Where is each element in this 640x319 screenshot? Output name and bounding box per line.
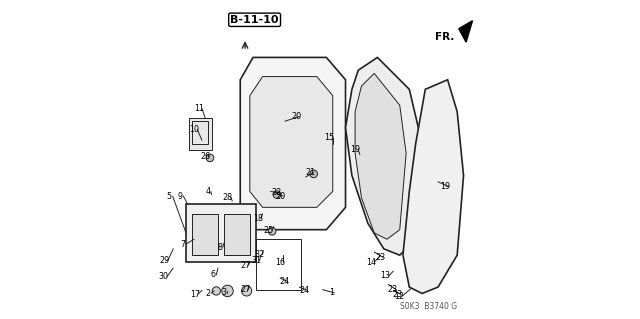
Text: 20: 20 — [291, 112, 301, 121]
Text: 21: 21 — [305, 168, 316, 177]
Text: 1: 1 — [329, 288, 333, 297]
Text: 32: 32 — [254, 250, 264, 259]
Text: 20: 20 — [275, 192, 285, 201]
Text: 11: 11 — [194, 104, 204, 113]
Text: 26: 26 — [200, 152, 210, 161]
Text: 30: 30 — [159, 272, 169, 281]
Text: 13: 13 — [380, 271, 390, 280]
Text: 31: 31 — [251, 256, 261, 265]
Circle shape — [273, 191, 281, 198]
Text: 16: 16 — [275, 258, 285, 267]
Text: 2: 2 — [205, 289, 211, 298]
Polygon shape — [250, 77, 333, 207]
Text: 17: 17 — [190, 290, 200, 299]
Text: 9: 9 — [178, 192, 183, 201]
Text: 7: 7 — [180, 240, 186, 249]
Circle shape — [310, 170, 317, 178]
Circle shape — [241, 286, 252, 296]
Bar — [224, 214, 250, 255]
Text: S0K3  B3740 G: S0K3 B3740 G — [400, 302, 457, 311]
Bar — [186, 204, 256, 262]
Text: 22: 22 — [272, 189, 282, 197]
Polygon shape — [403, 80, 463, 293]
Text: 18: 18 — [253, 214, 263, 223]
Text: 28: 28 — [223, 193, 232, 202]
Text: B-11-10: B-11-10 — [230, 15, 279, 25]
Circle shape — [221, 285, 233, 297]
Text: FR.: FR. — [435, 32, 455, 42]
Circle shape — [206, 154, 214, 162]
Polygon shape — [459, 21, 472, 42]
Bar — [193, 121, 209, 144]
Circle shape — [268, 227, 276, 235]
Text: 8: 8 — [217, 243, 222, 252]
Text: 14: 14 — [366, 258, 376, 267]
Text: 15: 15 — [324, 133, 335, 142]
Text: 27: 27 — [240, 285, 250, 294]
Text: 23: 23 — [375, 253, 385, 262]
Text: 12: 12 — [394, 292, 404, 300]
Bar — [189, 118, 212, 150]
Text: 4: 4 — [205, 187, 210, 196]
Text: 29: 29 — [159, 256, 170, 265]
Polygon shape — [355, 73, 406, 239]
Text: 10: 10 — [189, 125, 199, 134]
Text: 23: 23 — [388, 285, 398, 294]
Circle shape — [212, 287, 220, 295]
Bar — [256, 239, 301, 290]
Polygon shape — [240, 57, 346, 230]
Text: 24: 24 — [299, 286, 309, 295]
Text: 19: 19 — [440, 182, 451, 191]
Bar — [193, 214, 218, 255]
Text: 23: 23 — [392, 290, 403, 299]
Text: 6: 6 — [211, 271, 216, 279]
Text: 19: 19 — [350, 145, 360, 154]
Text: 3: 3 — [222, 288, 227, 297]
Text: 24: 24 — [279, 277, 289, 286]
Text: 25: 25 — [264, 226, 274, 235]
Polygon shape — [346, 57, 422, 255]
Text: 5: 5 — [167, 192, 172, 201]
Text: 27: 27 — [240, 261, 250, 270]
